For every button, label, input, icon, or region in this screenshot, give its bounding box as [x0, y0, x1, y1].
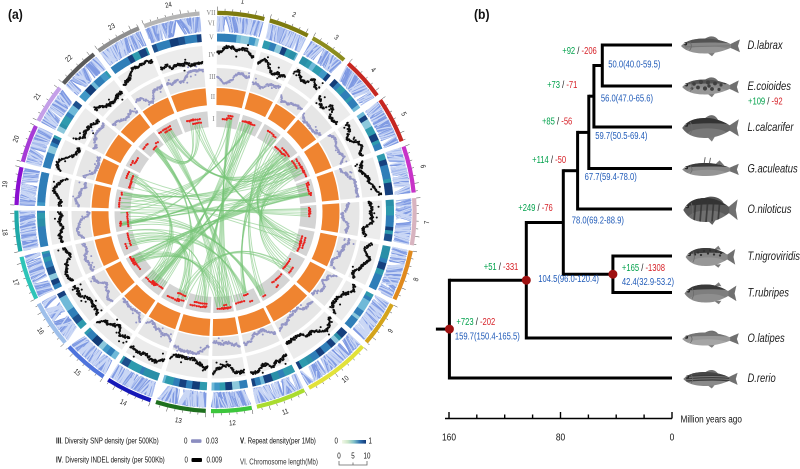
svg-text:13: 13: [174, 417, 182, 426]
svg-text:67.7(59.4-78.0): 67.7(59.4-78.0): [585, 171, 637, 182]
svg-text:3: 3: [332, 34, 339, 42]
svg-text:+165 / -1308: +165 / -1308: [622, 263, 665, 274]
svg-text:D.labrax: D.labrax: [748, 39, 784, 52]
svg-text:O.latipes: O.latipes: [748, 332, 786, 345]
svg-text:V. Repeat density(per 1Mb): V. Repeat density(per 1Mb): [240, 436, 316, 446]
svg-text:+249 / -76: +249 / -76: [518, 203, 553, 214]
svg-text:T.rubripes: T.rubripes: [748, 287, 790, 300]
svg-text:2: 2: [291, 11, 297, 19]
svg-text:17: 17: [11, 278, 20, 287]
svg-text:8: 8: [413, 277, 421, 283]
svg-text:+85 / -56: +85 / -56: [542, 116, 572, 127]
svg-text:7: 7: [424, 220, 432, 224]
svg-text:5: 5: [399, 111, 407, 118]
svg-text:+723 / -202: +723 / -202: [456, 317, 495, 328]
svg-text:4: 4: [369, 67, 377, 75]
svg-text:19: 19: [1, 180, 9, 188]
svg-text:Million years ago: Million years ago: [681, 412, 742, 424]
svg-text:9: 9: [387, 328, 395, 335]
svg-text:10: 10: [364, 451, 371, 461]
svg-text:5: 5: [351, 451, 354, 461]
svg-text:20: 20: [12, 134, 22, 143]
svg-text:+114 / -50: +114 / -50: [532, 155, 566, 166]
svg-text:21: 21: [33, 92, 43, 102]
svg-text:E.coioides: E.coioides: [748, 80, 792, 93]
svg-text:15: 15: [72, 368, 82, 378]
svg-text:160: 160: [442, 432, 456, 444]
svg-text:0: 0: [335, 436, 338, 446]
svg-text:+51 / -331: +51 / -331: [484, 262, 519, 273]
svg-text:1: 1: [369, 436, 372, 446]
svg-text:0: 0: [184, 436, 187, 446]
svg-text:80: 80: [556, 432, 565, 444]
svg-text:0: 0: [337, 451, 340, 461]
svg-text:78.0(69.2-88.9): 78.0(69.2-88.9): [572, 214, 624, 225]
svg-text:VI. Chromosome length(Mb): VI. Chromosome length(Mb): [240, 457, 318, 467]
svg-text:24: 24: [164, 1, 173, 10]
svg-text:+73 / -71: +73 / -71: [547, 80, 577, 91]
svg-text:G.aculeatus: G.aculeatus: [748, 163, 799, 176]
svg-text:22: 22: [64, 54, 74, 64]
svg-text:50.0(40.0-59.5): 50.0(40.0-59.5): [608, 58, 660, 69]
svg-text:+109 / -92: +109 / -92: [748, 96, 783, 107]
svg-text:0.009: 0.009: [207, 455, 223, 465]
svg-text:59.7(50.5-69.4): 59.7(50.5-69.4): [595, 130, 647, 141]
svg-text:11: 11: [281, 408, 290, 417]
svg-text:159.7(150.4-165.5): 159.7(150.4-165.5): [455, 331, 520, 342]
svg-text:II: II: [211, 92, 216, 101]
svg-text:1: 1: [240, 0, 245, 6]
svg-text:16: 16: [35, 326, 45, 336]
svg-text:III. Diversity SNP density (pe: III. Diversity SNP density (per 500Kb): [56, 436, 159, 446]
svg-text:(a): (a): [8, 6, 23, 22]
svg-text:23: 23: [107, 22, 117, 32]
svg-text:104.5(96.0-120.4): 104.5(96.0-120.4): [538, 273, 599, 284]
svg-text:IV. Diversity INDEL density (p: IV. Diversity INDEL density (per 500Kb): [56, 455, 165, 465]
svg-text:56.0(47.0-65.6): 56.0(47.0-65.6): [601, 92, 653, 103]
svg-text:14: 14: [118, 398, 128, 408]
svg-text:D.rerio: D.rerio: [748, 372, 776, 385]
svg-text:(b): (b): [474, 6, 490, 22]
svg-text:VI: VI: [208, 19, 215, 28]
svg-text:VII: VII: [207, 8, 217, 17]
svg-text:L.calcarifer: L.calcarifer: [748, 121, 794, 134]
svg-text:10: 10: [341, 375, 351, 385]
svg-text:I: I: [212, 114, 215, 123]
svg-text:IV: IV: [208, 50, 216, 59]
svg-text:12: 12: [229, 420, 237, 428]
svg-text:6: 6: [418, 164, 426, 169]
svg-text:T.nigroviridis: T.nigroviridis: [748, 250, 800, 263]
svg-text:O.niloticus: O.niloticus: [748, 203, 793, 216]
svg-text:42.4(32.9-53.2): 42.4(32.9-53.2): [622, 276, 674, 287]
svg-text:18: 18: [0, 229, 8, 237]
svg-text:0: 0: [185, 455, 188, 465]
svg-text:0.03: 0.03: [206, 436, 218, 446]
svg-text:0: 0: [670, 432, 675, 444]
svg-text:V: V: [209, 33, 214, 42]
svg-text:+92 / -206: +92 / -206: [562, 46, 597, 57]
svg-text:III: III: [209, 72, 216, 81]
